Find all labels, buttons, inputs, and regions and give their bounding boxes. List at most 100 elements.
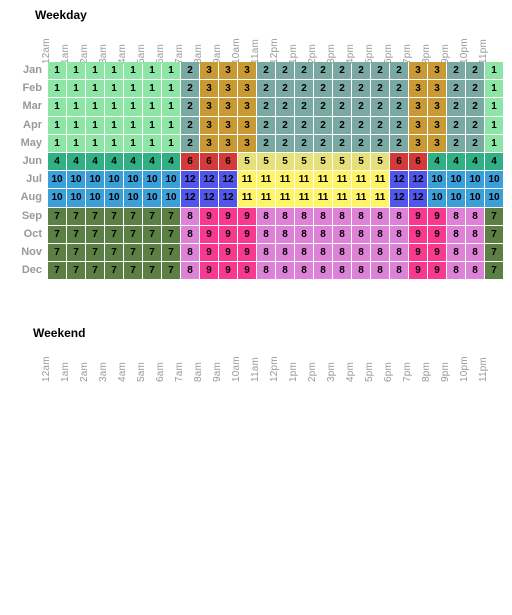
heatmap-cell: 10 [105, 171, 123, 189]
heatmap-cell: 12 [409, 189, 427, 207]
heatmap-cell: 8 [295, 243, 313, 262]
heatmap-cell: 10 [86, 171, 104, 189]
heatmap-cell: 2 [333, 62, 351, 80]
heatmap-cell: 2 [352, 116, 370, 134]
heatmap-cell: 1 [162, 98, 180, 116]
heatmap-cell: 3 [409, 116, 427, 134]
month-label: Mar [22, 100, 42, 113]
heatmap-cell: 1 [485, 116, 503, 134]
heatmap-cell: 7 [124, 225, 142, 243]
heatmap-cell: 8 [181, 225, 199, 243]
heatmap-cell: 8 [371, 207, 389, 225]
heatmap-cell: 2 [371, 80, 389, 98]
heatmap-cell: 2 [257, 134, 275, 152]
heatmap-cell: 10 [48, 171, 66, 189]
heatmap-cell: 9 [428, 207, 446, 225]
heatmap-cell: 5 [257, 152, 275, 171]
heatmap-cell: 7 [105, 243, 123, 262]
heatmap-cell: 1 [105, 98, 123, 116]
heatmap-cell: 2 [333, 98, 351, 116]
heatmap-cell: 8 [352, 262, 370, 280]
hour-label: 11pm [478, 24, 505, 64]
heatmap-cell: 7 [162, 262, 180, 280]
heatmap-cell: 1 [485, 80, 503, 98]
heatmap-cell: 9 [409, 207, 427, 225]
heatmap-cell: 3 [428, 62, 446, 80]
hour-label-text: 12am [41, 356, 52, 382]
heatmap-cell: 3 [219, 80, 237, 98]
heatmap-cell: 1 [67, 98, 85, 116]
hour-label-text: 7am [174, 361, 185, 382]
heatmap-cell: 7 [162, 207, 180, 225]
heatmap-cell: 8 [276, 225, 294, 243]
hour-label-text: 4pm [345, 361, 356, 382]
heatmap-cell: 1 [67, 80, 85, 98]
heatmap-cell: 8 [333, 243, 351, 262]
hour-label-text: 3pm [326, 43, 337, 64]
heatmap-cell: 10 [447, 189, 465, 207]
heatmap-cell: 11 [352, 189, 370, 207]
hour-label-text: 7am [174, 43, 185, 64]
month-label: Jan [23, 64, 42, 76]
heatmap-cell: 1 [86, 116, 104, 134]
heatmap-cell: 4 [143, 152, 161, 171]
heatmap-cell: 11 [333, 189, 351, 207]
month-label: May [20, 136, 42, 149]
heatmap-cell: 7 [48, 262, 66, 280]
heatmap-cell: 2 [390, 116, 408, 134]
heatmap-cell: 2 [371, 98, 389, 116]
heatmap-cell: 10 [143, 189, 161, 207]
hour-label-text: 3am [98, 361, 109, 382]
heatmap-cell: 1 [485, 98, 503, 116]
heatmap-cell: 2 [466, 116, 484, 134]
heatmap-cell: 11 [371, 189, 389, 207]
heatmap-cell: 3 [219, 62, 237, 80]
heatmap-cell: 8 [352, 243, 370, 262]
heatmap-cell: 2 [390, 62, 408, 80]
heatmap-cell: 3 [409, 98, 427, 116]
heatmap-cell: 9 [200, 243, 218, 262]
heatmap-cell: 8 [371, 262, 389, 280]
heatmap-cell: 7 [143, 207, 161, 225]
heatmap-cell: 8 [181, 207, 199, 225]
heatmap-cell: 8 [447, 207, 465, 225]
heatmap-cell: 8 [390, 243, 408, 262]
heatmap-cell: 8 [466, 262, 484, 280]
month-label: Sep [21, 209, 42, 222]
heatmap-cell: 8 [333, 207, 351, 225]
hour-label-text: 8pm [421, 43, 432, 64]
heatmap-cell: 3 [238, 62, 256, 80]
heatmap-cell: 1 [105, 80, 123, 98]
heatmap-cell: 3 [219, 98, 237, 116]
heatmap-cell: 11 [257, 189, 275, 207]
heatmap-cell: 12 [390, 171, 408, 189]
heatmap-cell: 7 [86, 243, 104, 262]
heatmap-cell: 3 [428, 98, 446, 116]
heatmap-cell: 2 [276, 62, 294, 80]
heatmap-cell: 7 [67, 243, 85, 262]
heatmap-cell: 12 [200, 189, 218, 207]
month-label: Dec [21, 264, 42, 277]
heatmap-cell: 8 [257, 262, 275, 280]
heatmap-cell: 2 [371, 62, 389, 80]
heatmap-cell: 1 [485, 62, 503, 80]
heatmap-cell: 1 [162, 80, 180, 98]
heatmap-cell: 3 [200, 116, 218, 134]
heatmap-cell: 2 [295, 98, 313, 116]
heatmap-cell: 4 [485, 152, 503, 171]
heatmap-cell: 2 [257, 116, 275, 134]
heatmap-cell: 9 [409, 262, 427, 280]
heatmap-cell: 9 [238, 262, 256, 280]
heatmap-cell: 5 [238, 152, 256, 171]
heatmap-cell: 11 [314, 189, 332, 207]
heatmap-cell: 3 [428, 134, 446, 152]
heatmap-cell: 10 [86, 189, 104, 207]
heatmap-cell: 9 [238, 207, 256, 225]
heatmap-cell: 11 [314, 171, 332, 189]
heatmap-cell: 8 [390, 225, 408, 243]
heatmap-cell: 2 [352, 98, 370, 116]
heatmap-cell: 1 [105, 134, 123, 152]
heatmap-cell: 7 [485, 262, 503, 280]
heatmap-cell: 2 [447, 98, 465, 116]
